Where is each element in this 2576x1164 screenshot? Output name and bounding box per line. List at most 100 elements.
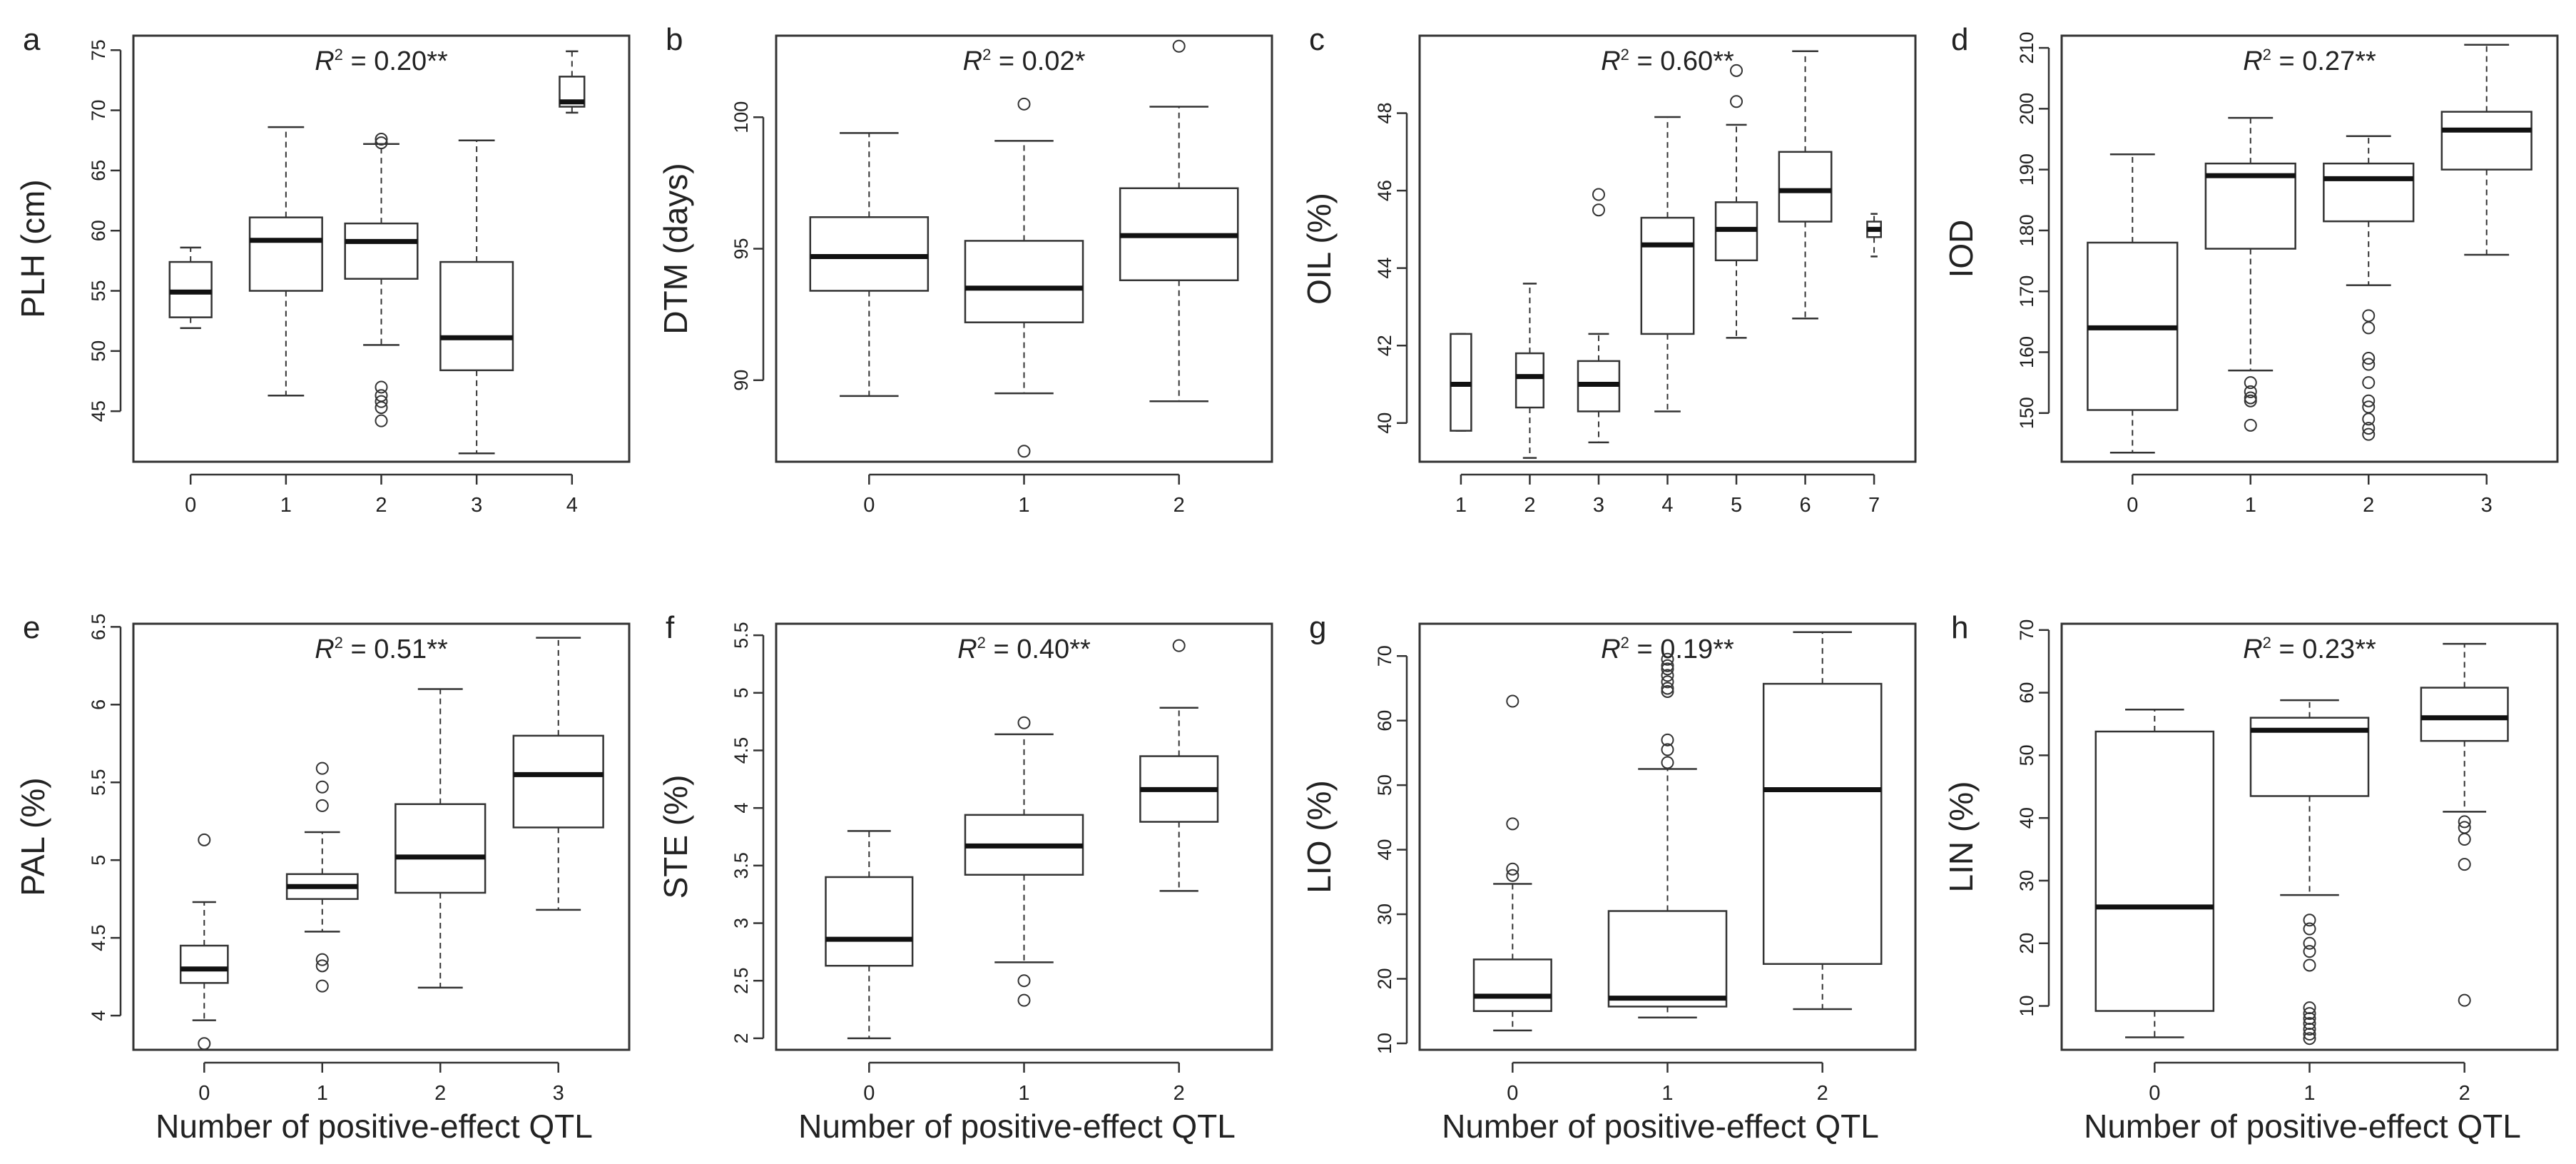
outlier-point [2303, 1032, 2316, 1046]
y-tick-label: 44 [1374, 258, 1395, 279]
outlier-point [1592, 188, 1605, 201]
box-iqr [2323, 162, 2415, 223]
panel-h: h LIN (%) R2 = 0.23** 10 20 30 40 50 60 70 0 1 2 Numb… [1943, 610, 2559, 1145]
y-tick-label: 170 [2016, 275, 2037, 308]
y-tick-label: 40 [1374, 839, 1395, 861]
x-tick-label: 4 [1661, 494, 1673, 517]
outlier-point [1017, 993, 1031, 1007]
y-tick-label: 60 [2016, 682, 2037, 704]
y-tick-label: 10 [1374, 1033, 1395, 1054]
outlier-point [2303, 1028, 2316, 1041]
x-tick-label: 6 [1799, 494, 1811, 517]
outlier-point [2362, 376, 2376, 390]
outlier-point [1017, 716, 1031, 729]
y-tick-label: 48 [1374, 103, 1395, 124]
panel-g: g LIO (%) R2 = 0.19** 10 20 30 40 50 60 70 0 1 2 Numb… [1300, 610, 1917, 1145]
outlier-point [1661, 675, 1674, 689]
y-axis-label: LIO (%) [1300, 780, 1338, 893]
outlier-point [1506, 862, 1519, 876]
outlier-point [1017, 97, 1031, 111]
y-tick-label: 90 [730, 370, 752, 391]
box-group [1607, 652, 1728, 1019]
y-tick-label: 60 [88, 220, 109, 241]
box-group [2249, 699, 2370, 1046]
x-tick-label: 3 [1593, 494, 1604, 517]
outlier-point [1661, 659, 1674, 672]
x-tick-label: 2 [434, 1082, 446, 1105]
box-group [2440, 44, 2532, 256]
outlier-point [2458, 858, 2471, 871]
y-tick-label: 3.5 [730, 852, 752, 879]
outlier-point [315, 979, 329, 993]
outlier-point [375, 395, 388, 408]
r-squared-annotation: R2 = 0.02* [963, 46, 1086, 76]
panel-label: b [666, 22, 683, 57]
x-tick-label: 2 [1174, 494, 1185, 517]
x-axis-label: Number of positive-effect QTL [798, 1108, 1236, 1145]
x-tick-label: 7 [1868, 494, 1880, 517]
outlier-point [1661, 743, 1674, 756]
y-tick-label: 190 [2016, 153, 2037, 186]
box-iqr [1472, 958, 1552, 1012]
outlier-point [2362, 422, 2376, 435]
box-iqr [439, 260, 514, 372]
y-tick-label: 4.5 [88, 924, 109, 951]
outlier-point [1172, 39, 1186, 53]
x-tick-label: 2 [2459, 1082, 2470, 1105]
plot-frame [2060, 34, 2559, 463]
x-tick-label: 1 [2245, 494, 2256, 517]
y-tick-label: 6 [88, 699, 109, 710]
box-group [2087, 153, 2179, 454]
plot-frame [2060, 622, 2559, 1051]
y-tick-label: 3 [730, 918, 752, 928]
y-tick-label: 10 [2016, 996, 2037, 1017]
panel-label: e [23, 610, 40, 645]
box-group [1714, 64, 1758, 339]
y-tick-label: 4 [88, 1011, 109, 1021]
box-group [285, 761, 359, 993]
y-axis-label: PAL (%) [14, 777, 51, 896]
box-group [559, 50, 586, 114]
outlier-point [1506, 817, 1519, 831]
outlier-point [198, 833, 211, 846]
x-axis-label: Number of positive-effect QTL [1442, 1108, 1879, 1145]
r-squared-annotation: R2 = 0.60** [1601, 46, 1734, 76]
outlier-point [2244, 385, 2257, 398]
box-iqr [2420, 687, 2509, 742]
box-iqr [1607, 910, 1728, 1008]
x-tick-label: 0 [863, 1082, 875, 1105]
outlier-point [2362, 352, 2376, 365]
y-tick-label: 45 [88, 400, 109, 422]
outlier-point [2362, 309, 2376, 323]
outlier-point [1661, 669, 1674, 682]
box-group [344, 133, 419, 427]
outlier-point [2303, 936, 2316, 950]
y-tick-label: 5.5 [88, 769, 109, 796]
box-group [1472, 694, 1552, 1032]
outlier-point [1661, 733, 1674, 747]
x-tick-label: 4 [566, 494, 578, 517]
box-iqr [179, 944, 229, 984]
y-tick-label: 46 [1374, 180, 1395, 201]
x-tick-label: 1 [2303, 1082, 2315, 1105]
y-tick-label: 150 [2016, 397, 2037, 429]
box-group [1762, 631, 1883, 1011]
box-group [439, 139, 514, 455]
y-tick-label: 2.5 [730, 967, 752, 994]
box-group [964, 716, 1084, 1007]
box-iqr [2094, 730, 2215, 1012]
box-group [179, 833, 229, 1051]
y-axis-label: STE (%) [657, 775, 694, 899]
x-tick-label: 3 [2481, 494, 2493, 517]
y-tick-label: 20 [1374, 968, 1395, 989]
r-squared-annotation: R2 = 0.20** [315, 46, 448, 76]
plot-frame [1418, 622, 1917, 1051]
x-tick-label: 0 [863, 494, 875, 517]
panel-e: e PAL (%) R2 = 0.51** 4 4.5 5 5.5 6 6.5 0 1 2 3 Numbe… [14, 610, 631, 1145]
x-tick-label: 1 [1455, 494, 1467, 517]
outlier-point [315, 799, 329, 812]
y-axis-label: DTM (days) [657, 163, 694, 334]
outlier-point [2244, 418, 2257, 432]
y-tick-label: 40 [2016, 807, 2037, 829]
outlier-point [1017, 974, 1031, 988]
